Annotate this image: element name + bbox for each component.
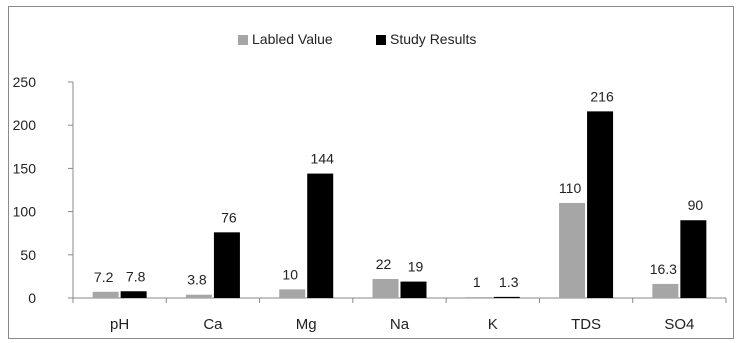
- bar-study-results: [307, 173, 334, 298]
- data-label: 110: [559, 180, 582, 196]
- data-label: 19: [408, 259, 424, 275]
- data-label: 144: [311, 151, 335, 167]
- x-tick-label: SO4: [664, 316, 694, 333]
- y-tick-label: 200: [13, 117, 37, 133]
- y-tick-label: 0: [28, 290, 36, 306]
- data-label: 3.8: [187, 272, 207, 288]
- bar-labled-value: [465, 297, 492, 298]
- bar-study-results: [400, 281, 427, 298]
- x-tick-label: pH: [110, 316, 129, 333]
- legend-swatch: [376, 35, 386, 45]
- legend-label: Labled Value: [252, 31, 333, 47]
- data-label: 90: [688, 197, 704, 213]
- data-label: 10: [282, 266, 298, 282]
- bar-labled-value: [652, 283, 679, 298]
- x-tick-label: K: [488, 316, 498, 333]
- y-tick-label: 150: [13, 160, 37, 176]
- data-label: 22: [376, 256, 392, 272]
- bar-labled-value: [372, 278, 399, 298]
- y-tick-label: 100: [13, 204, 37, 220]
- x-tick-label: Ca: [203, 316, 223, 333]
- bar-study-results: [680, 220, 707, 298]
- legend-label: Study Results: [390, 31, 476, 47]
- data-label: 16.3: [650, 261, 677, 277]
- bar-study-results: [120, 291, 147, 298]
- x-tick-label: TDS: [571, 316, 601, 333]
- data-label: 7.2: [94, 269, 114, 285]
- data-label: 216: [590, 88, 614, 104]
- x-tick-label: Na: [390, 316, 410, 333]
- data-label: 7.8: [126, 268, 146, 284]
- bar-labled-value: [559, 202, 586, 298]
- x-tick-label: Mg: [296, 316, 317, 333]
- bar-labled-value: [185, 294, 212, 298]
- bar-labled-value: [279, 289, 306, 298]
- legend-swatch: [238, 35, 248, 45]
- bar-study-results: [493, 296, 520, 298]
- bar-labled-value: [92, 291, 119, 298]
- data-label: 1: [473, 274, 481, 290]
- bar-study-results: [213, 232, 240, 298]
- y-tick-label: 50: [20, 247, 36, 263]
- bar-study-results: [587, 111, 614, 298]
- data-label: 76: [221, 209, 237, 225]
- y-tick-label: 250: [13, 74, 37, 90]
- data-label: 1.3: [499, 274, 519, 290]
